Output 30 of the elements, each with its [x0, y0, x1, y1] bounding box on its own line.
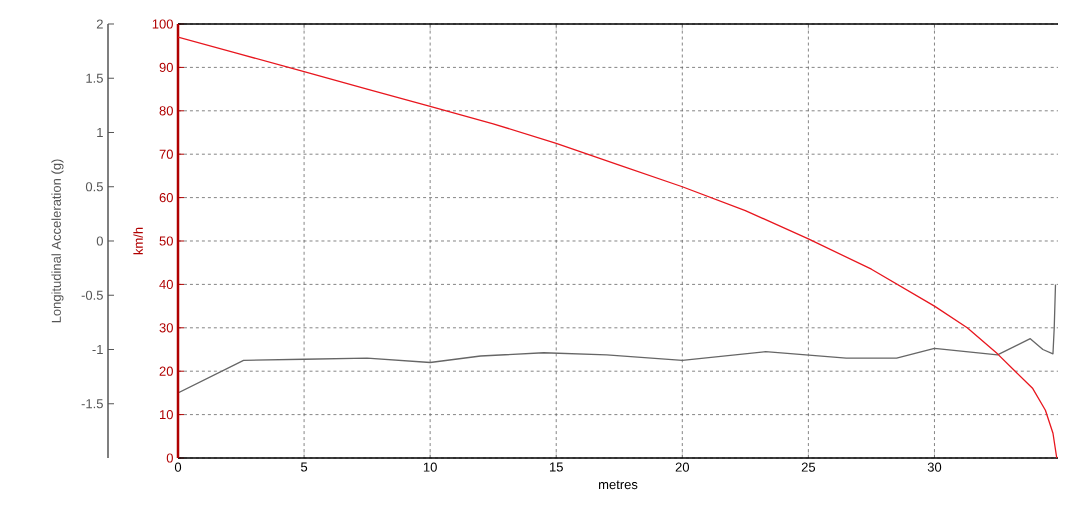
y-tick-label: 100 [152, 19, 173, 29]
y-tick-label: 40 [159, 279, 173, 289]
line-series [178, 36, 1058, 458]
x-tick-label: 0 [174, 462, 182, 472]
y-tick-label: 70 [159, 149, 173, 159]
y2-tick-label: -1.5 [81, 399, 103, 409]
x-axis-title: metres [599, 480, 638, 490]
y-tick-label: 80 [159, 106, 173, 116]
y2-tick-label: 0 [96, 236, 103, 246]
y2-tick-label: -0.5 [81, 290, 103, 300]
x-tick-label: 5 [300, 462, 308, 472]
y2-tick-label: 0.5 [85, 182, 103, 192]
y2-tick-label: 2 [96, 19, 103, 29]
y-tick-label: 60 [159, 192, 173, 203]
y-axis-title: km/h [133, 227, 143, 255]
y-tick-label: 30 [159, 323, 173, 333]
x-tick-label: 15 [549, 462, 563, 472]
y2-tick-label: -1 [92, 345, 103, 354]
y-tick-label: 0 [166, 453, 173, 463]
y2-axis-title: Longitudinal Acceleration (g) [51, 159, 64, 323]
y2-tick-label: 1 [97, 128, 103, 137]
y-tick-label: 90 [159, 62, 173, 72]
x-tick-label: 25 [801, 462, 816, 472]
x-tick-label: 30 [927, 462, 942, 472]
x-tick-label: 20 [675, 462, 690, 472]
y-tick-label: 20 [159, 366, 173, 376]
x-tick-label: 10 [423, 462, 437, 472]
y-tick-label: 50 [159, 236, 173, 246]
y-tick-label: 10 [159, 410, 173, 420]
y2-tick-label: 1.5 [86, 73, 103, 83]
